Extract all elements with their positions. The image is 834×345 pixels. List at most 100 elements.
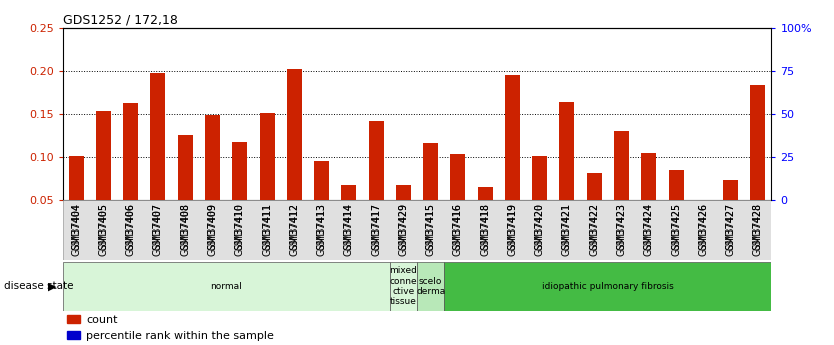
Text: GSM37418: GSM37418 (480, 203, 490, 256)
Bar (205, 115, 220, 243)
Text: GSM37413: GSM37413 (317, 203, 327, 250)
Text: idiopathic pulmonary fibrosis: idiopathic pulmonary fibrosis (542, 282, 674, 291)
Text: GSM37414: GSM37414 (344, 203, 354, 250)
Bar (696, 226, 711, 243)
Text: GSM37406: GSM37406 (126, 203, 136, 256)
Legend: count, percentile rank within the sample: count, percentile rank within the sample (63, 310, 279, 345)
Text: GSM37405: GSM37405 (98, 203, 108, 256)
Text: GSM37424: GSM37424 (644, 203, 654, 256)
Text: GSM37411: GSM37411 (262, 203, 272, 256)
Text: mixed
conne
ctive
tissue: mixed conne ctive tissue (389, 266, 417, 306)
Bar (423, 221, 438, 243)
Bar (532, 156, 547, 243)
Text: GSM37412: GSM37412 (289, 203, 299, 250)
Bar (68, 224, 83, 243)
Bar (314, 220, 329, 243)
Bar (63, 262, 389, 310)
Text: GSM37425: GSM37425 (671, 203, 681, 250)
Text: GSM37423: GSM37423 (616, 203, 626, 256)
Text: GSM37417: GSM37417 (371, 203, 381, 250)
Bar (96, 217, 111, 243)
Bar (369, 121, 384, 243)
Text: GSM37422: GSM37422 (590, 203, 599, 250)
Bar (150, 217, 165, 243)
Bar (587, 220, 601, 243)
Text: GSM37420: GSM37420 (535, 203, 545, 250)
Bar (669, 170, 684, 243)
Bar (341, 185, 356, 243)
Text: GSM37411: GSM37411 (262, 203, 272, 250)
Text: GSM37408: GSM37408 (180, 203, 190, 256)
Bar (178, 135, 193, 243)
Text: GSM37416: GSM37416 (453, 203, 463, 250)
Bar (259, 220, 274, 243)
Bar (532, 216, 547, 243)
Text: GSM37424: GSM37424 (644, 203, 654, 250)
Text: GSM37429: GSM37429 (399, 203, 409, 256)
Bar (587, 172, 601, 243)
Bar (445, 262, 771, 310)
Text: GSM37419: GSM37419 (507, 203, 517, 256)
Bar (96, 111, 111, 243)
Bar (417, 262, 445, 310)
Bar (369, 219, 384, 243)
Bar (478, 224, 493, 243)
Bar (233, 142, 247, 243)
Bar (287, 69, 302, 243)
Text: GSM37423: GSM37423 (616, 203, 626, 250)
Bar (450, 154, 465, 243)
Text: GSM37428: GSM37428 (753, 203, 763, 250)
Text: GSM37407: GSM37407 (153, 203, 163, 250)
Bar (669, 223, 684, 243)
Text: GSM37409: GSM37409 (208, 203, 218, 250)
Bar (641, 221, 656, 243)
Text: GSM37426: GSM37426 (698, 203, 708, 256)
Text: GSM37406: GSM37406 (126, 203, 136, 250)
Text: GSM37409: GSM37409 (208, 203, 218, 256)
Bar (396, 224, 411, 243)
Text: GSM37413: GSM37413 (317, 203, 327, 256)
Text: GSM37412: GSM37412 (289, 203, 299, 256)
Bar (389, 262, 417, 310)
Text: GSM37415: GSM37415 (425, 203, 435, 256)
Text: GSM37404: GSM37404 (71, 203, 81, 250)
Bar (123, 103, 138, 243)
Text: normal: normal (210, 282, 242, 291)
Bar (641, 152, 656, 243)
Text: ▶: ▶ (48, 282, 57, 291)
Bar (259, 113, 274, 243)
Bar (68, 156, 83, 243)
Bar (614, 220, 629, 243)
Bar (478, 187, 493, 243)
Text: GSM37417: GSM37417 (371, 203, 381, 256)
Text: GSM37429: GSM37429 (399, 203, 409, 250)
Text: GDS1252 / 172,18: GDS1252 / 172,18 (63, 13, 178, 27)
Bar (396, 185, 411, 243)
Text: GSM37428: GSM37428 (753, 203, 763, 256)
Bar (751, 86, 766, 243)
Text: GSM37426: GSM37426 (698, 203, 708, 250)
Text: GSM37407: GSM37407 (153, 203, 163, 256)
Bar (723, 224, 738, 243)
Bar (423, 143, 438, 243)
Bar (150, 73, 165, 243)
Text: GSM37421: GSM37421 (562, 203, 572, 256)
Bar (178, 221, 193, 243)
Bar (614, 131, 629, 243)
Text: GSM37404: GSM37404 (71, 203, 81, 256)
Text: GSM37416: GSM37416 (453, 203, 463, 256)
Text: GSM37427: GSM37427 (726, 203, 736, 256)
Bar (314, 161, 329, 243)
Bar (233, 221, 247, 243)
Text: GSM37410: GSM37410 (235, 203, 244, 256)
Bar (696, 200, 711, 243)
Text: GSM37422: GSM37422 (590, 203, 599, 256)
Text: GSM37427: GSM37427 (726, 203, 736, 250)
Text: GSM37408: GSM37408 (180, 203, 190, 250)
Bar (560, 217, 575, 243)
Bar (505, 216, 520, 243)
Bar (751, 217, 766, 243)
Bar (205, 221, 220, 243)
Bar (560, 102, 575, 243)
Text: GSM37410: GSM37410 (235, 203, 244, 250)
